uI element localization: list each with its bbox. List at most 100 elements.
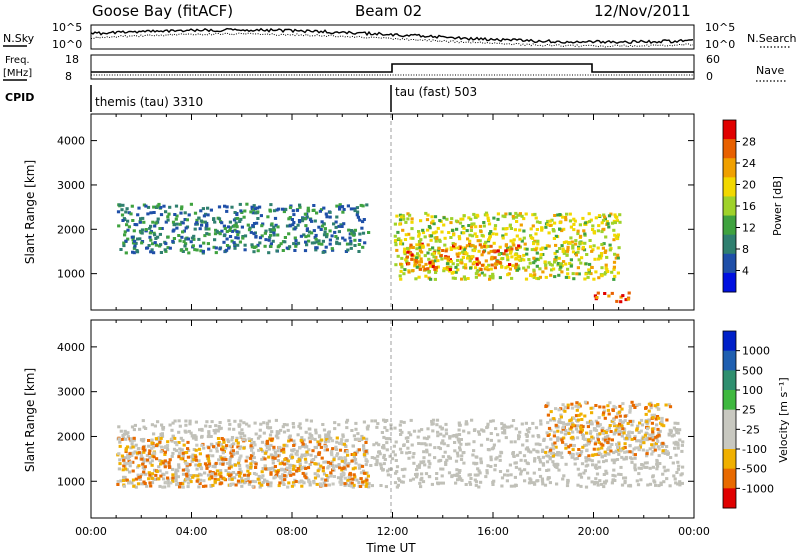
heatmap-cell <box>574 242 578 246</box>
heatmap-cell <box>501 257 505 260</box>
heatmap-cell <box>211 464 215 468</box>
heatmap-cell <box>207 432 211 436</box>
heatmap-cell <box>635 428 639 432</box>
heatmap-cell <box>622 457 626 461</box>
heatmap-cell <box>335 454 339 458</box>
heatmap-cell <box>496 433 500 437</box>
heatmap-cell <box>444 428 448 432</box>
heatmap-cell <box>148 226 152 230</box>
heatmap-cell <box>443 243 447 247</box>
heatmap-cell <box>428 264 433 268</box>
heatmap-cell <box>616 445 620 449</box>
heatmap-cell <box>220 481 224 485</box>
heatmap-cell <box>117 224 121 228</box>
heatmap-cell <box>248 226 252 230</box>
heatmap-cell <box>256 249 260 253</box>
heatmap-cell <box>147 471 151 475</box>
heatmap-cell <box>428 443 432 447</box>
heatmap-cell <box>650 421 654 425</box>
heatmap-cell <box>398 423 402 427</box>
heatmap-cell <box>174 468 178 472</box>
heatmap-cell <box>604 469 608 473</box>
heatmap-cell <box>463 263 468 267</box>
heatmap-cell <box>462 429 466 433</box>
heatmap-cell <box>673 446 677 450</box>
heatmap-cell <box>614 415 618 419</box>
heatmap-cell <box>360 464 365 468</box>
heatmap-cell <box>665 477 669 481</box>
heatmap-cell <box>144 228 148 231</box>
heatmap-cell <box>508 267 512 271</box>
heatmap-cell <box>472 461 476 465</box>
heatmap-cell <box>562 227 566 231</box>
heatmap-cell <box>243 434 247 438</box>
heatmap-cell <box>304 240 308 244</box>
heatmap-cell <box>349 239 353 243</box>
heatmap-cell <box>395 465 400 469</box>
heatmap-cell <box>322 472 327 476</box>
heatmap-cell <box>172 223 177 227</box>
heatmap-cell <box>406 440 410 443</box>
heatmap-cell <box>376 422 380 426</box>
heatmap-cell <box>606 408 610 412</box>
heatmap-cell <box>443 450 447 454</box>
heatmap-cell <box>525 439 529 443</box>
heatmap-cell <box>605 428 609 432</box>
heatmap-cell <box>233 228 237 232</box>
heatmap-cell <box>597 441 601 444</box>
heatmap-cell <box>240 428 244 432</box>
heatmap-cell <box>300 455 304 459</box>
heatmap-cell <box>267 445 271 449</box>
heatmap-cell <box>550 451 554 455</box>
heatmap-cell <box>403 238 408 241</box>
heatmap-cell <box>358 218 362 222</box>
heatmap-cell <box>458 221 463 225</box>
heatmap-cell <box>355 206 359 210</box>
heatmap-cell <box>145 246 149 250</box>
heatmap-cell <box>506 258 510 262</box>
heatmap-cell <box>155 470 159 473</box>
heatmap-cell <box>317 242 321 246</box>
heatmap-cell <box>154 437 158 441</box>
heatmap-cell <box>207 459 211 463</box>
heatmap-cell <box>548 481 552 485</box>
heatmap-cell <box>118 203 122 207</box>
heatmap-cell <box>133 244 137 248</box>
heatmap-cell <box>469 477 473 480</box>
heatmap-cell <box>140 457 144 461</box>
heatmap-cell <box>245 422 249 426</box>
heatmap-cell <box>475 213 479 217</box>
heatmap-cell <box>144 472 148 476</box>
heatmap-cell <box>474 266 478 270</box>
heatmap-cell <box>588 431 593 435</box>
heatmap-cell <box>269 245 273 248</box>
heatmap-cell <box>220 229 224 233</box>
heatmap-cell <box>461 250 465 254</box>
heatmap-cell <box>453 276 457 280</box>
heatmap-cell <box>158 227 162 230</box>
heatmap-cell <box>516 213 520 217</box>
heatmap-cell <box>263 244 267 248</box>
heatmap-cell <box>650 435 654 439</box>
heatmap-cell <box>421 480 426 484</box>
heatmap-cell <box>233 246 237 250</box>
heatmap-cell <box>330 234 334 238</box>
heatmap-cell <box>129 439 133 443</box>
heatmap-cell <box>594 404 598 407</box>
heatmap-cell <box>621 294 625 298</box>
heatmap-cell <box>290 455 295 459</box>
heatmap-cell <box>298 203 302 207</box>
heatmap-cell <box>500 484 504 488</box>
heatmap-cell <box>464 420 468 424</box>
heatmap-cell <box>611 419 615 423</box>
heatmap-cell <box>239 445 243 449</box>
heatmap-cell <box>126 462 130 466</box>
heatmap-cell <box>491 483 495 486</box>
heatmap-cell <box>528 261 532 265</box>
heatmap-cell <box>186 469 190 473</box>
heatmap-cell <box>593 427 597 431</box>
heatmap-cell <box>533 259 537 263</box>
heatmap-cell <box>409 245 413 249</box>
heatmap-cell <box>393 481 398 485</box>
heatmap-cell <box>653 448 657 452</box>
